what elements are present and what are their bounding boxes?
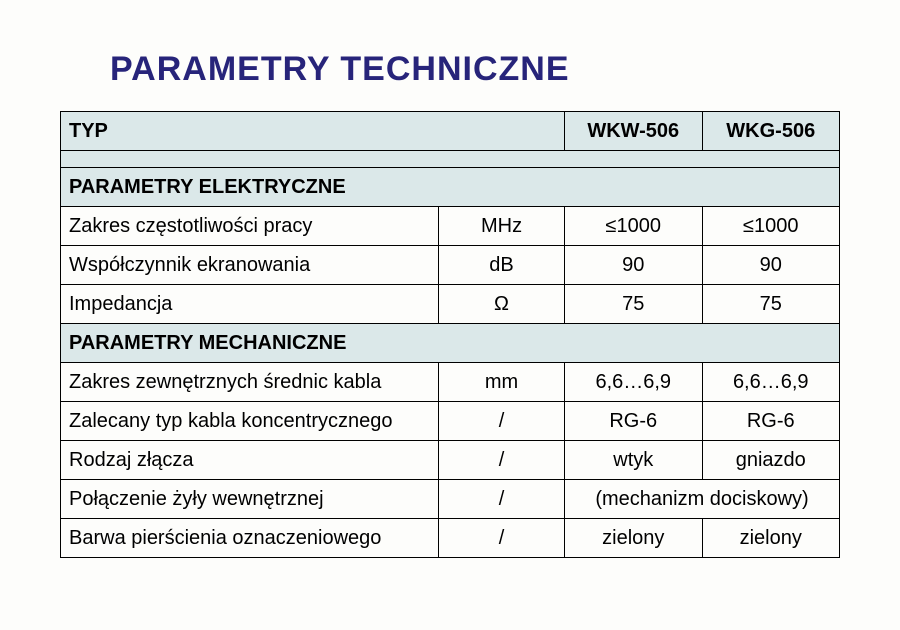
row-val-b: ≤1000 [702, 207, 840, 246]
page-title: PARAMETRY TECHNICZNE [110, 50, 840, 89]
row-unit: / [439, 402, 565, 441]
row-val-b: 75 [702, 285, 840, 324]
table-row: Barwa pierścienia oznaczeniowego / zielo… [61, 519, 840, 558]
table-row: Rodzaj złącza / wtyk gniazdo [61, 441, 840, 480]
row-label: Rodzaj złącza [61, 441, 439, 480]
row-label: Barwa pierścienia oznaczeniowego [61, 519, 439, 558]
section-row: PARAMETRY ELEKTRYCZNE [61, 168, 840, 207]
row-unit: / [439, 480, 565, 519]
section-title: PARAMETRY MECHANICZNE [61, 324, 840, 363]
header-type-label: TYP [61, 112, 565, 151]
row-val-b: RG-6 [702, 402, 840, 441]
header-model-a: WKW-506 [565, 112, 702, 151]
row-val-b: gniazdo [702, 441, 840, 480]
row-label: Zakres częstotliwości pracy [61, 207, 439, 246]
table-row: Impedancja Ω 75 75 [61, 285, 840, 324]
row-label: Zakres zewnętrznych średnic kabla [61, 363, 439, 402]
row-unit: Ω [439, 285, 565, 324]
spec-table: TYP WKW-506 WKG-506 PARAMETRY ELEKTRYCZN… [60, 111, 840, 558]
table-row: Zakres częstotliwości pracy MHz ≤1000 ≤1… [61, 207, 840, 246]
table-row: Połączenie żyły wewnętrznej / (mechanizm… [61, 480, 840, 519]
row-val-a: zielony [565, 519, 702, 558]
row-label: Połączenie żyły wewnętrznej [61, 480, 439, 519]
row-val-a: RG-6 [565, 402, 702, 441]
row-val-b: 6,6…6,9 [702, 363, 840, 402]
table-header-row: TYP WKW-506 WKG-506 [61, 112, 840, 151]
row-unit: / [439, 519, 565, 558]
row-val-a: 6,6…6,9 [565, 363, 702, 402]
table-row: Współczynnik ekranowania dB 90 90 [61, 246, 840, 285]
row-label: Zalecany typ kabla koncentrycznego [61, 402, 439, 441]
row-unit: / [439, 441, 565, 480]
row-val-a: ≤1000 [565, 207, 702, 246]
table-row: Zakres zewnętrznych średnic kabla mm 6,6… [61, 363, 840, 402]
row-val-a: 75 [565, 285, 702, 324]
row-label: Współczynnik ekranowania [61, 246, 439, 285]
row-unit: mm [439, 363, 565, 402]
section-title: PARAMETRY ELEKTRYCZNE [61, 168, 840, 207]
header-model-b: WKG-506 [702, 112, 840, 151]
table-spacer-row [61, 151, 840, 168]
row-merged-val: (mechanizm dociskowy) [565, 480, 840, 519]
section-row: PARAMETRY MECHANICZNE [61, 324, 840, 363]
row-val-a: 90 [565, 246, 702, 285]
row-unit: dB [439, 246, 565, 285]
row-val-a: wtyk [565, 441, 702, 480]
row-val-b: 90 [702, 246, 840, 285]
row-unit: MHz [439, 207, 565, 246]
row-val-b: zielony [702, 519, 840, 558]
table-row: Zalecany typ kabla koncentrycznego / RG-… [61, 402, 840, 441]
row-label: Impedancja [61, 285, 439, 324]
